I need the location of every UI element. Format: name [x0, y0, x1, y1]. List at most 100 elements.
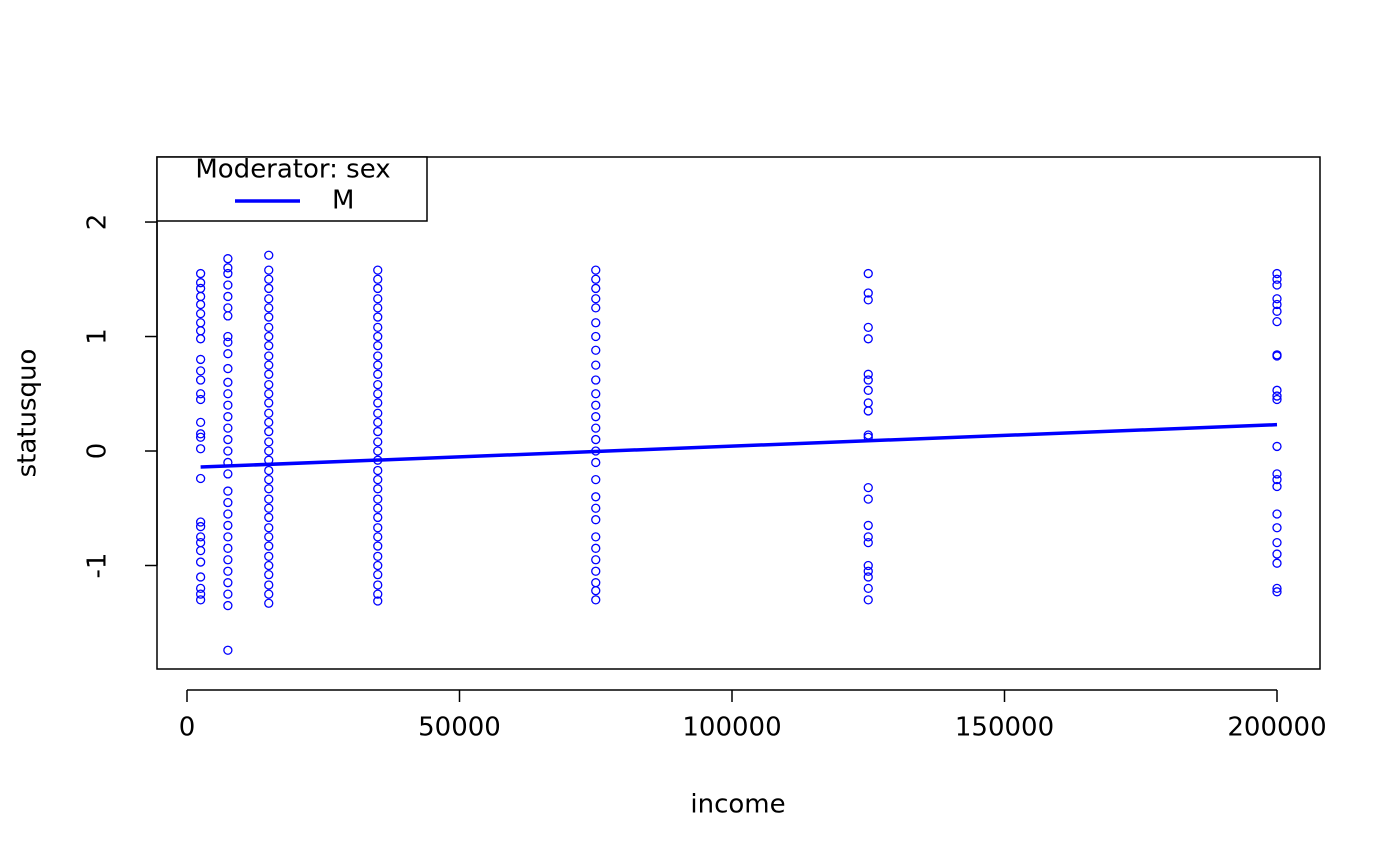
- point: [591, 492, 601, 502]
- point: [223, 566, 233, 576]
- point: [863, 288, 873, 298]
- point: [591, 474, 601, 485]
- point: [223, 400, 233, 410]
- point: [1272, 268, 1282, 279]
- y-axis-label: statusquo: [13, 349, 43, 478]
- point: [195, 308, 206, 319]
- point: [1272, 316, 1282, 327]
- point: [195, 545, 206, 556]
- x-tick-label: 50000: [418, 713, 501, 743]
- point: [373, 408, 383, 418]
- x-tick-label: 150000: [955, 713, 1054, 743]
- point: [223, 486, 233, 496]
- point: [373, 523, 383, 533]
- point: [373, 398, 383, 408]
- fit-line: [200, 422, 1278, 469]
- point: [591, 434, 601, 445]
- point: [591, 555, 601, 565]
- point: [591, 283, 601, 294]
- point: [1272, 294, 1282, 304]
- point: [195, 572, 206, 582]
- point: [863, 334, 873, 344]
- point: [1272, 583, 1282, 594]
- point: [863, 268, 873, 279]
- point: [195, 557, 206, 567]
- point: [264, 494, 274, 504]
- point: [264, 560, 274, 571]
- point: [373, 426, 383, 437]
- point: [591, 318, 601, 328]
- point: [223, 469, 233, 479]
- point: [373, 494, 383, 504]
- point: [195, 432, 206, 442]
- x-axis-label: income: [690, 790, 785, 820]
- point: [863, 583, 873, 594]
- point: [223, 645, 233, 655]
- point: [591, 532, 601, 542]
- point: [195, 517, 206, 527]
- point: [264, 512, 274, 523]
- point: [264, 351, 274, 361]
- point: [264, 541, 274, 551]
- point: [373, 265, 383, 275]
- point: [863, 532, 873, 542]
- point: [863, 482, 873, 493]
- point: [195, 589, 206, 599]
- point: [591, 515, 601, 525]
- point: [591, 331, 601, 342]
- point: [863, 572, 873, 582]
- point: [195, 334, 206, 344]
- point: [195, 473, 206, 484]
- point: [264, 303, 274, 313]
- point: [223, 578, 233, 588]
- point: [373, 437, 383, 447]
- point: [591, 457, 601, 468]
- point: [591, 294, 601, 304]
- point: [264, 417, 274, 428]
- point: [373, 589, 383, 599]
- point: [264, 398, 274, 408]
- point: [195, 299, 206, 310]
- point: [591, 578, 601, 588]
- y-tick-label: -1: [83, 553, 113, 579]
- point: [195, 444, 206, 454]
- point: [1272, 481, 1282, 492]
- point: [264, 446, 274, 456]
- point: [863, 520, 873, 531]
- point: [264, 283, 274, 294]
- point: [195, 394, 206, 405]
- point: [264, 503, 274, 513]
- point: [1272, 274, 1282, 284]
- point: [195, 583, 206, 594]
- point: [264, 274, 274, 284]
- point: [373, 465, 383, 476]
- point: [195, 291, 206, 302]
- point: [195, 417, 206, 428]
- point: [591, 412, 601, 422]
- point: [591, 503, 601, 513]
- point: [373, 312, 383, 322]
- point: [373, 369, 383, 379]
- point: [591, 303, 601, 313]
- point: [591, 543, 601, 553]
- point: [264, 341, 274, 351]
- point: [223, 263, 233, 273]
- point: [264, 523, 274, 533]
- point: [264, 312, 274, 322]
- point: [264, 360, 274, 370]
- point: [195, 429, 206, 439]
- point: [264, 265, 274, 275]
- point: [264, 250, 274, 260]
- point: [591, 375, 601, 385]
- point: [373, 294, 383, 304]
- point: [223, 497, 233, 508]
- point: [223, 349, 233, 359]
- point: [195, 283, 206, 294]
- point: [863, 566, 873, 576]
- point: [373, 303, 383, 313]
- point: [373, 532, 383, 542]
- point: [591, 265, 601, 275]
- point: [863, 295, 873, 305]
- point: [373, 512, 383, 523]
- y-tick-label: 2: [83, 214, 113, 231]
